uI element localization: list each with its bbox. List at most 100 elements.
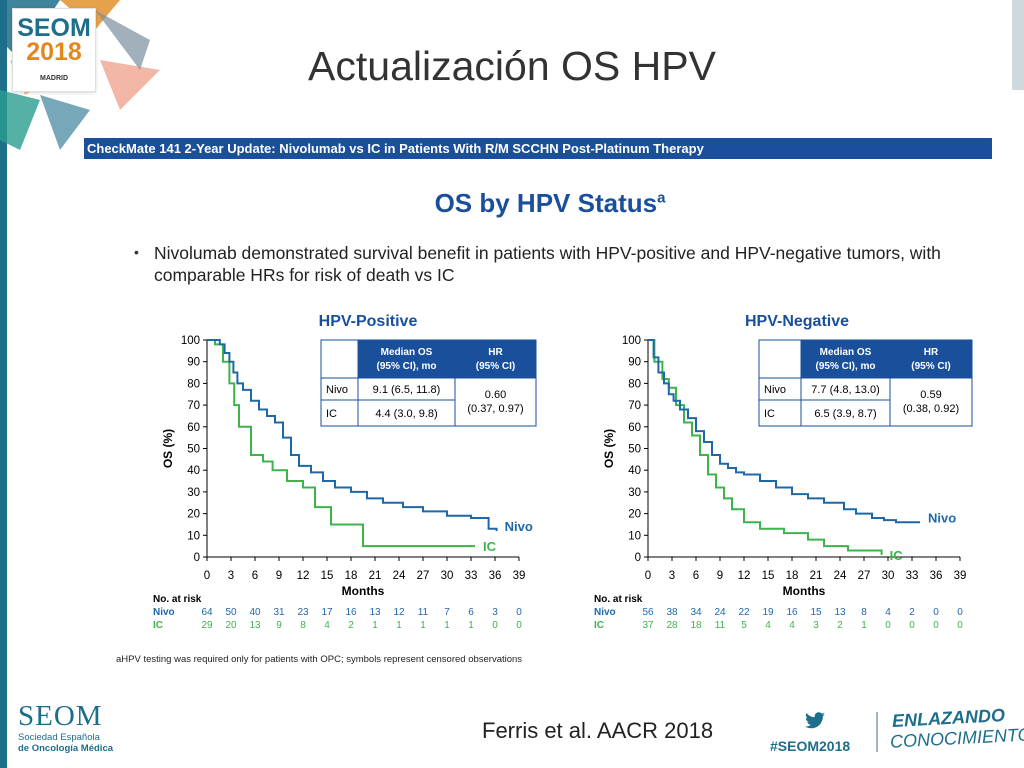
chart1-at-risk-ic-count: 1 xyxy=(396,620,402,631)
logo-text-year: 2018 xyxy=(26,38,82,66)
seom-logo-subtitle-2: de Oncología Médica xyxy=(18,743,114,754)
bullet-text: Nivolumab demonstrated survival benefit … xyxy=(154,243,941,285)
chart2-at-risk-label: No. at risk xyxy=(594,594,643,605)
left-accent-bar xyxy=(0,0,7,768)
chart2-x-tick-label: 36 xyxy=(930,570,943,582)
chart1-at-risk-nivo-count: 3 xyxy=(492,607,498,618)
twitter-bird-icon xyxy=(805,712,825,729)
chart1-at-risk-nivo-count: 0 xyxy=(516,607,522,618)
chart1-at-risk-nivo-count: 16 xyxy=(345,607,357,618)
chart1-ic-label: IC xyxy=(483,539,497,554)
chart1-at-risk-nivo-count: 31 xyxy=(273,607,285,618)
chart1-at-risk-label: No. at risk xyxy=(153,594,202,605)
chart2-x-tick-label: 18 xyxy=(786,570,799,582)
chart2-x-tick-label: 27 xyxy=(858,570,871,582)
chart1-at-risk-nivo-count: 6 xyxy=(468,607,474,618)
chart1-y-tick-label: 0 xyxy=(194,552,200,564)
chart2-x-tick-label: 3 xyxy=(669,570,675,582)
chart2-table-col2-header-2: (95% CI) xyxy=(911,361,950,372)
chart2-y-tick-label: 90 xyxy=(628,357,641,369)
chart1-x-axis-label: Months xyxy=(342,584,385,598)
chart1-table-hr-ci: (0.37, 0.97) xyxy=(467,403,523,415)
chart1-table-ic-label: IC xyxy=(326,408,337,420)
chart2-at-risk-nivo-count: 15 xyxy=(810,607,822,618)
chart2-at-risk-nivo-count: 22 xyxy=(738,607,750,618)
chart2-y-tick-label: 100 xyxy=(622,335,641,347)
chart2-x-axis-label: Months xyxy=(783,584,826,598)
chart2-y-tick-label: 50 xyxy=(628,444,641,456)
chart2-y-tick-label: 60 xyxy=(628,422,641,434)
chart2-at-risk-nivo-count: 2 xyxy=(909,607,915,618)
chart2-at-risk-nivo-count: 38 xyxy=(666,607,678,618)
chart1-at-risk-ic-count: 1 xyxy=(372,620,378,631)
chart1-at-risk-ic-count: 1 xyxy=(420,620,426,631)
chart2-at-risk-nivo-count: 0 xyxy=(957,607,963,618)
chart1-at-risk-ic-count: 20 xyxy=(225,620,237,631)
chart1-at-risk-nivo-count: 13 xyxy=(369,607,381,618)
chart1-x-tick-label: 36 xyxy=(489,570,502,582)
bullet-dot: • xyxy=(134,244,139,260)
chart1-at-risk-ic-count: 0 xyxy=(492,620,498,631)
right-accent-bar xyxy=(1012,0,1024,90)
chart1-y-tick-label: 10 xyxy=(187,530,200,542)
chart1-x-tick-label: 18 xyxy=(345,570,358,582)
chart1-at-risk-ic-count: 29 xyxy=(201,620,213,631)
citation: Ferris et al. AACR 2018 xyxy=(482,718,714,743)
chart1-table-col2-header: HR xyxy=(488,347,503,358)
chart2-at-risk-nivo-count: 56 xyxy=(642,607,654,618)
chart2-at-risk-ic-count: 3 xyxy=(813,620,819,631)
chart1-x-tick-label: 0 xyxy=(204,570,210,582)
chart1-x-tick-label: 30 xyxy=(441,570,454,582)
chart2-table-ic-median: 6.5 (3.9, 8.7) xyxy=(814,408,876,420)
chart1-y-tick-label: 60 xyxy=(187,422,200,434)
chart2-table-nivo-label: Nivo xyxy=(764,384,786,396)
chart1-at-risk-ic-count: 13 xyxy=(249,620,261,631)
chart1-at-risk-nivo-count: 23 xyxy=(297,607,309,618)
chart1-y-axis-label: OS (%) xyxy=(161,429,175,468)
chart1-nivo-label: Nivo xyxy=(505,519,533,534)
chart1-x-tick-label: 9 xyxy=(276,570,282,582)
chart2-y-axis-label: OS (%) xyxy=(602,429,616,468)
tagline-divider xyxy=(876,712,878,752)
logo-text-seom: SEOM xyxy=(17,14,91,42)
chart2-y-tick-label: 30 xyxy=(628,487,641,499)
chart2-x-tick-label: 24 xyxy=(834,570,847,582)
chart2-at-risk-ic-count: 28 xyxy=(666,620,678,631)
chart2-at-risk-ic-count: 18 xyxy=(690,620,702,631)
chart1-y-tick-label: 20 xyxy=(187,509,200,521)
chart2-table-nivo-median: 7.7 (4.8, 13.0) xyxy=(811,384,880,396)
chart1-at-risk-ic-count: 0 xyxy=(516,620,522,631)
chart2-at-risk-ic-count: 4 xyxy=(789,620,795,631)
study-banner: CheckMate 141 2-Year Update: Nivolumab v… xyxy=(84,138,992,159)
chart2-nivo-label: Nivo xyxy=(928,510,956,525)
chart1-at-risk-ic-count: 1 xyxy=(468,620,474,631)
chart1-x-tick-label: 3 xyxy=(228,570,234,582)
logo-text-city: MADRID xyxy=(40,75,68,82)
chart1-x-tick-label: 27 xyxy=(417,570,430,582)
chart1-at-risk-nivo-count: 40 xyxy=(249,607,261,618)
chart1-at-risk-ic-count: 4 xyxy=(324,620,330,631)
chart1-at-risk-nivo-count: 17 xyxy=(321,607,333,618)
chart1-table-ic-median: 4.4 (3.0, 9.8) xyxy=(375,408,437,420)
chart2-at-risk-ic-count: 37 xyxy=(642,620,654,631)
chart2-at-risk-nivo-count: 19 xyxy=(762,607,774,618)
chart1-at-risk-nivo-count: 50 xyxy=(225,607,237,618)
chart2-at-risk-nivo-count: 8 xyxy=(861,607,867,618)
chart2-at-risk-ic-count: 5 xyxy=(741,620,747,631)
chart2-table-col1-header-2: (95% CI), mo xyxy=(815,361,875,372)
chart2-x-tick-label: 6 xyxy=(693,570,699,582)
chart1-title: HPV-Positive xyxy=(319,313,418,330)
chart1-table-nivo-label: Nivo xyxy=(326,384,348,396)
chart2-x-tick-label: 15 xyxy=(762,570,775,582)
chart2-y-tick-label: 70 xyxy=(628,400,641,412)
chart1-at-risk-ic-label: IC xyxy=(153,620,163,631)
chart1-x-tick-label: 39 xyxy=(513,570,526,582)
chart2-x-tick-label: 21 xyxy=(810,570,823,582)
chart2-at-risk-ic-count: 0 xyxy=(957,620,963,631)
chart2-y-tick-label: 40 xyxy=(628,465,641,477)
chart2-y-tick-label: 10 xyxy=(628,530,641,542)
chart2-x-tick-label: 0 xyxy=(645,570,651,582)
chart1-x-tick-label: 21 xyxy=(369,570,382,582)
slide-title: Actualización OS HPV xyxy=(308,43,716,89)
chart1-y-tick-label: 100 xyxy=(181,335,200,347)
